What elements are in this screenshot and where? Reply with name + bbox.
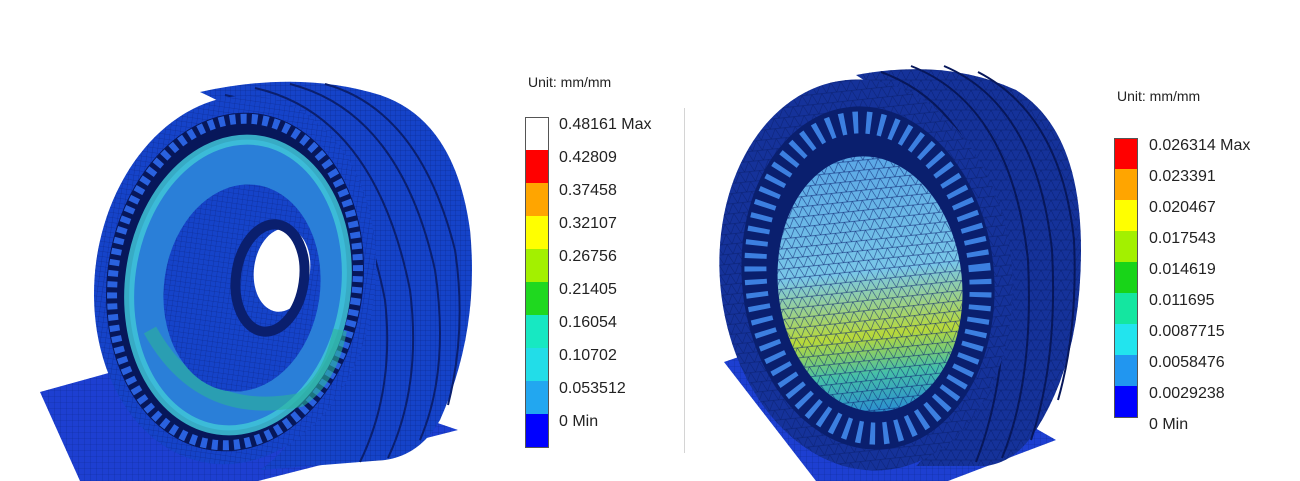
legend-label: 0.020467 [1149, 199, 1216, 216]
legend-label: 0.011695 [1149, 292, 1215, 309]
legend-label: 0 Min [559, 413, 599, 430]
legend-label: 0.053512 [559, 380, 626, 397]
legend-label: 0.42809 [559, 149, 617, 166]
legend-label: 0.21405 [559, 281, 617, 298]
legend-swatch [1114, 293, 1138, 324]
spoke-ring [744, 111, 992, 445]
legend-swatch [1114, 386, 1138, 417]
legend-swatch [525, 249, 549, 282]
spoke-ring [107, 113, 363, 451]
legend-label: 0.10702 [559, 347, 617, 364]
panel-divider [684, 108, 685, 453]
legend-swatch [525, 414, 549, 447]
legend-label: 0.017543 [1149, 230, 1216, 247]
legend-swatch [1114, 262, 1138, 293]
legend-swatch [525, 381, 549, 414]
right-tire-model [719, 65, 1081, 481]
legend-swatch [525, 150, 549, 183]
legend-swatch [525, 183, 549, 216]
left-unit-label: Unit: mm/mm [528, 74, 612, 90]
legend-label: 0.16054 [559, 314, 617, 331]
legend-swatch [1114, 138, 1138, 169]
right-unit-label: Unit: mm/mm [1117, 88, 1201, 104]
left-result-panel: Unit: mm/mm 0.48161 Max 0.42809 0.37458 0.3… [40, 74, 652, 481]
legend-label: 0.37458 [559, 182, 617, 199]
legend-swatch [1114, 324, 1138, 355]
legend-swatch [525, 282, 549, 315]
legend-swatch [525, 348, 549, 381]
legend-label: 0.023391 [1149, 168, 1216, 185]
left-tire-model [40, 81, 472, 481]
legend-swatch [1114, 355, 1138, 386]
legend-label: 0.026314 Max [1149, 137, 1251, 154]
legend-swatch [1114, 231, 1138, 262]
legend-label: 0.0058476 [1149, 354, 1225, 371]
legend-swatch [525, 216, 549, 249]
right-result-panel: Unit: mm/mm 0.026314 Max 0.023391 0.020467… [686, 0, 1300, 481]
legend-swatch [1114, 169, 1138, 200]
legend-label: 0.0029238 [1149, 385, 1225, 402]
legend-label: 0.0087715 [1149, 323, 1225, 340]
legend-label: 0.48161 Max [559, 116, 652, 133]
legend-swatch [525, 315, 549, 348]
legend-label: 0 Min [1149, 416, 1189, 433]
legend-swatch [525, 117, 549, 150]
legend-label: 0.32107 [559, 215, 617, 232]
legend-bottom-border [1114, 417, 1138, 418]
legend-bottom-border [525, 447, 549, 448]
legend-swatch [1114, 200, 1138, 231]
legend-label: 0.26756 [559, 248, 617, 265]
legend-label: 0.014619 [1149, 261, 1216, 278]
